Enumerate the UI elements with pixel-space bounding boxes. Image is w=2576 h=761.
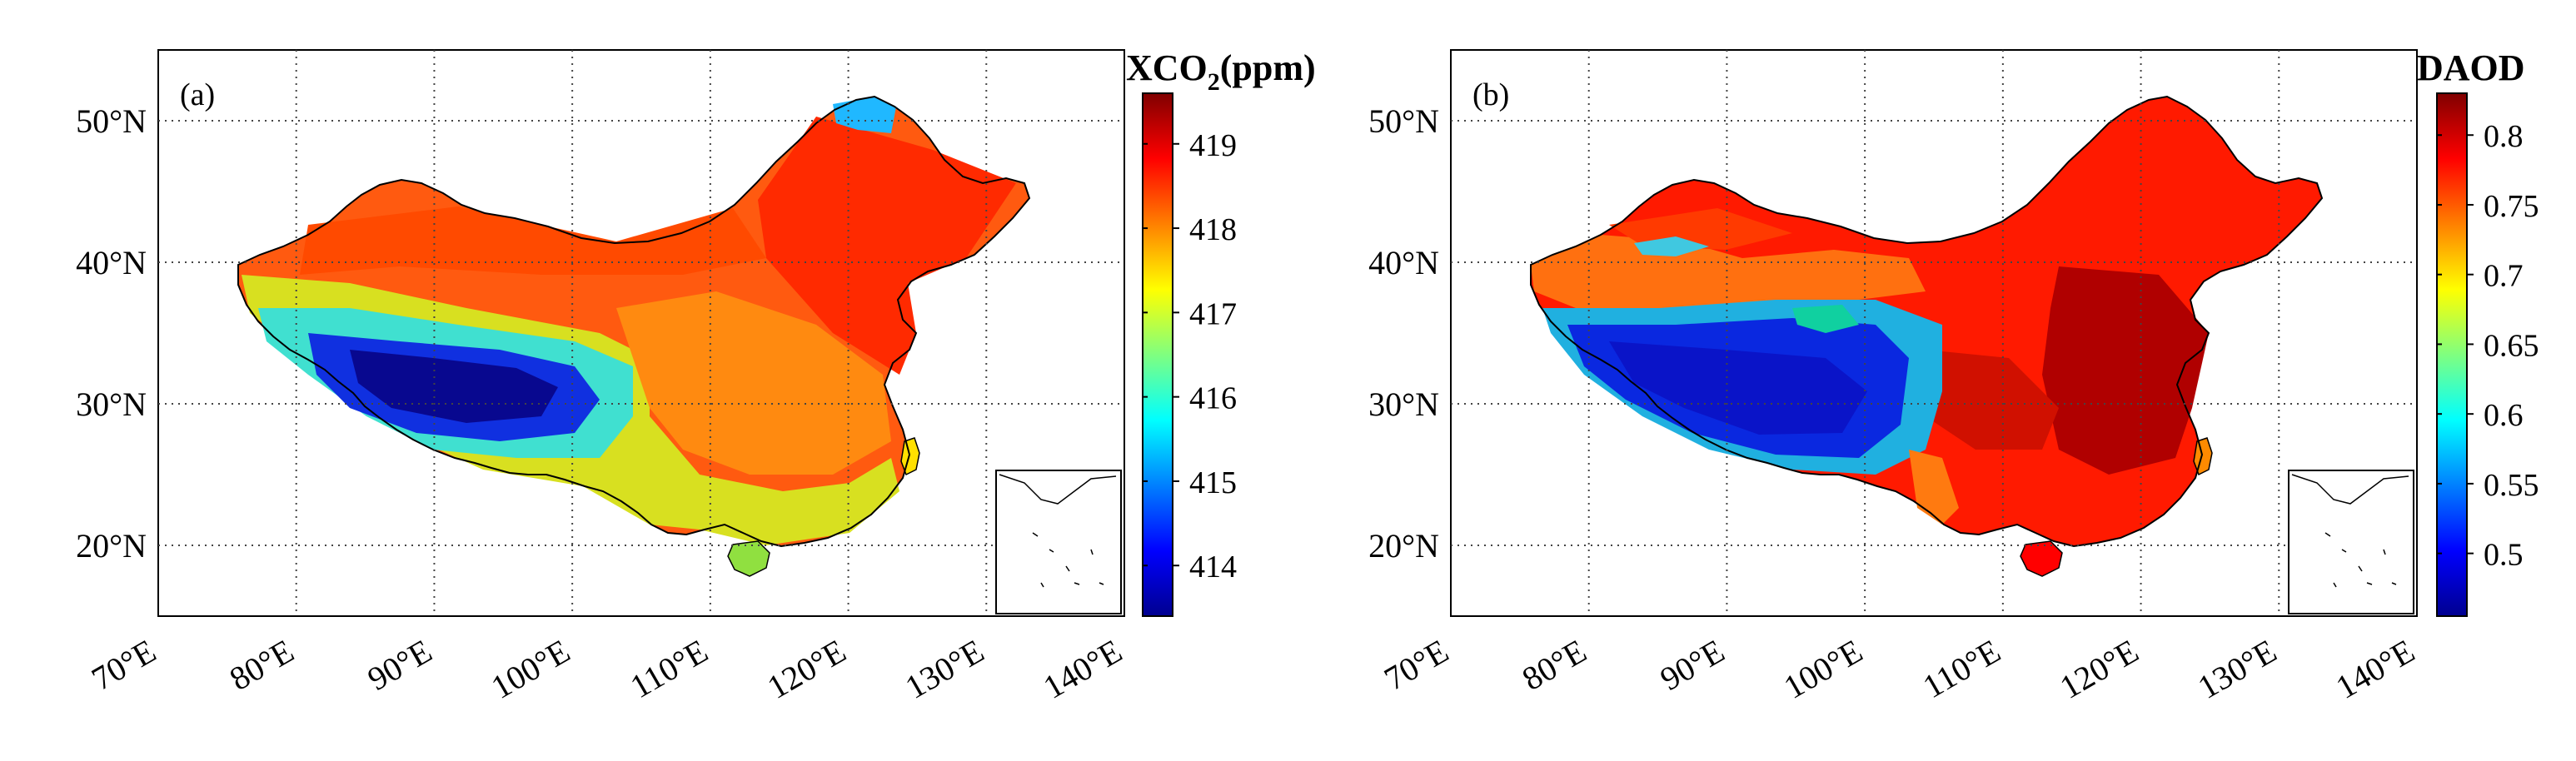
lon-tick-label: 100°E <box>485 632 575 706</box>
colorbar-tick-label: 0.6 <box>2484 398 2524 433</box>
colorbar-tick-label: 417 <box>1189 296 1237 331</box>
colorbar-tick-label: 418 <box>1189 212 1237 247</box>
lon-tick-label: 100°E <box>1777 632 1868 706</box>
lat-tick-label: 40°N <box>1368 244 1439 281</box>
panel-b-colorbar-title: DAOD <box>2417 47 2525 88</box>
lon-tick-label: 130°E <box>2191 632 2282 706</box>
lon-tick-label: 140°E <box>1037 632 1128 706</box>
map-grid <box>158 50 1124 616</box>
colorbar-tick-label: 0.8 <box>2484 119 2524 154</box>
lat-tick-label: 40°N <box>76 244 147 281</box>
panel-a-map: (a) <box>157 49 1125 617</box>
panel-b-colorbar: 0.5 0.55 0.6 0.65 0.7 0.75 0.8 <box>2436 92 2539 617</box>
colorbar-tick-label: 0.75 <box>2484 189 2539 224</box>
daod-field <box>1530 96 2323 577</box>
lon-tick-label: 140°E <box>2329 632 2420 706</box>
lon-tick-label: 120°E <box>2054 632 2145 706</box>
south-china-sea-inset <box>2288 470 2414 614</box>
south-china-sea-inset <box>995 470 1122 614</box>
lon-tick-label: 70°E <box>85 632 162 698</box>
lat-tick-label: 20°N <box>76 527 147 565</box>
colorbar-tick-label: 416 <box>1189 381 1237 416</box>
lat-tick-label: 50°N <box>76 102 147 140</box>
colorbar-tick-label: 414 <box>1189 550 1237 584</box>
lat-tick-label: 30°N <box>76 385 147 423</box>
lat-tick-label: 30°N <box>1368 385 1439 423</box>
colorbar-tick-label: 415 <box>1189 465 1237 500</box>
colorbar-tick-label: 0.55 <box>2484 468 2539 503</box>
colorbar-tick-label: 0.65 <box>2484 328 2539 363</box>
colorbar-tick-label: 0.7 <box>2484 259 2524 294</box>
colorbar-tick-label: 419 <box>1189 128 1237 163</box>
lon-tick-label: 90°E <box>361 632 438 698</box>
map-grid <box>1451 50 2417 616</box>
lon-tick-label: 110°E <box>1916 632 2006 705</box>
colorbar-tick-label: 0.5 <box>2484 538 2524 573</box>
lon-tick-label: 80°E <box>1516 632 1592 698</box>
lat-tick-label: 50°N <box>1368 102 1439 140</box>
lon-tick-label: 130°E <box>899 632 989 706</box>
panel-a-colorbar: 414 415 416 417 418 419 <box>1142 92 1237 617</box>
panel-b-map: (b) <box>1450 49 2418 617</box>
panel-label: (b) <box>1472 77 1509 112</box>
lon-tick-label: 120°E <box>761 632 852 706</box>
lon-tick-label: 110°E <box>624 632 714 705</box>
panel-label: (a) <box>180 77 215 112</box>
panel-a-colorbar-title: XCO2(ppm) <box>1126 47 1316 96</box>
lon-tick-label: 90°E <box>1654 632 1731 698</box>
lat-tick-label: 20°N <box>1368 527 1439 565</box>
lon-tick-label: 70°E <box>1378 632 1454 698</box>
lon-tick-label: 80°E <box>223 632 300 698</box>
